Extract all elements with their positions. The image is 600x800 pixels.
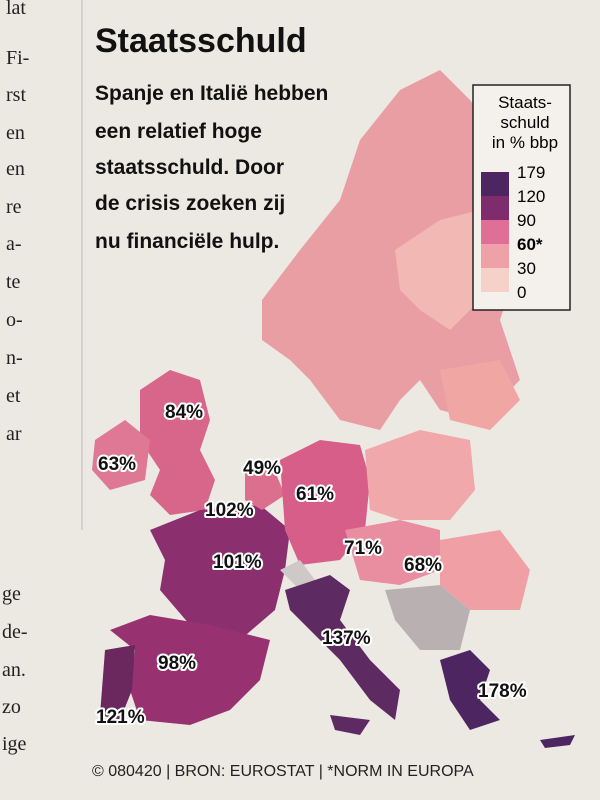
region-label: 121% xyxy=(96,707,145,728)
austria-hungary xyxy=(345,520,440,585)
legend-ticks: 179 120 90 60* 30 0 xyxy=(517,163,545,302)
column-text: rst xyxy=(6,84,26,106)
legend-tick: 120 xyxy=(517,187,545,206)
poland xyxy=(365,430,475,520)
column-text: ige xyxy=(2,733,27,755)
benelux xyxy=(245,460,285,510)
ireland xyxy=(92,420,150,490)
balkans xyxy=(385,585,470,650)
switzerland xyxy=(280,560,315,590)
uk xyxy=(140,370,215,515)
legend-tick: 0 xyxy=(517,283,526,302)
sicily xyxy=(330,715,370,735)
scandinavia xyxy=(262,70,520,430)
subtitle-line: een relatief hoge xyxy=(95,120,262,143)
subtitle-line: de crisis zoeken zij xyxy=(95,192,285,215)
column-text: te xyxy=(6,271,21,293)
column-text: Fi- xyxy=(6,47,29,69)
source: © 080420 | BRON: EUROSTAT | *NORM IN EUR… xyxy=(92,763,474,780)
column-text: zo xyxy=(2,696,21,718)
column-text: et xyxy=(6,385,21,407)
region-label: 102% xyxy=(205,500,254,521)
legend-tick: 90 xyxy=(517,211,536,230)
legend-title: in % bbp xyxy=(492,133,558,152)
column-text: ar xyxy=(6,423,22,445)
column-text: ge xyxy=(2,583,21,605)
crete-cyprus xyxy=(540,735,575,748)
column-text: a- xyxy=(6,233,22,255)
legend-tick: 179 xyxy=(517,163,545,182)
column-text: lat xyxy=(6,0,26,19)
legend-tick: 30 xyxy=(517,259,536,278)
column-text: en xyxy=(6,158,25,180)
legend-tick: 60* xyxy=(517,235,543,254)
region-label: 68% xyxy=(404,555,442,576)
column-text: n- xyxy=(6,347,23,369)
legend-swatch xyxy=(481,268,509,292)
title: Staatsschuld xyxy=(95,22,307,60)
legend-swatch xyxy=(481,172,509,196)
spain xyxy=(110,615,270,725)
romania xyxy=(440,530,530,610)
region-label: 61% xyxy=(296,484,334,505)
region-label: 178% xyxy=(478,681,527,702)
subtitle-line: nu financiële hulp. xyxy=(95,230,279,253)
baltics xyxy=(440,360,520,430)
subtitle: Spanje en Italië hebben een relatief hog… xyxy=(95,82,328,253)
region-label: 98% xyxy=(158,653,196,674)
column-text: an. xyxy=(2,659,26,681)
column-text: de- xyxy=(2,621,28,643)
legend-title: Staats- xyxy=(498,93,552,112)
portugal xyxy=(100,645,135,720)
region-label: 71% xyxy=(344,538,382,559)
legend-swatch xyxy=(481,196,509,220)
subtitle-line: Spanje en Italië hebben xyxy=(95,82,328,105)
france xyxy=(150,505,290,640)
legend-swatch xyxy=(481,220,509,244)
region-label: 137% xyxy=(322,628,371,649)
column-text: o- xyxy=(6,309,23,331)
italy xyxy=(285,575,400,720)
column-text: en xyxy=(6,122,25,144)
subtitle-line: staatsschuld. Door xyxy=(95,156,284,179)
legend-title: schuld xyxy=(500,113,549,132)
greece xyxy=(440,650,500,730)
region-label: 49% xyxy=(243,458,281,479)
region-label: 63% xyxy=(98,454,136,475)
legend-swatch xyxy=(481,244,509,268)
region-label: 84% xyxy=(165,402,203,423)
region-label: 101% xyxy=(213,552,262,573)
column-text: re xyxy=(6,196,22,218)
